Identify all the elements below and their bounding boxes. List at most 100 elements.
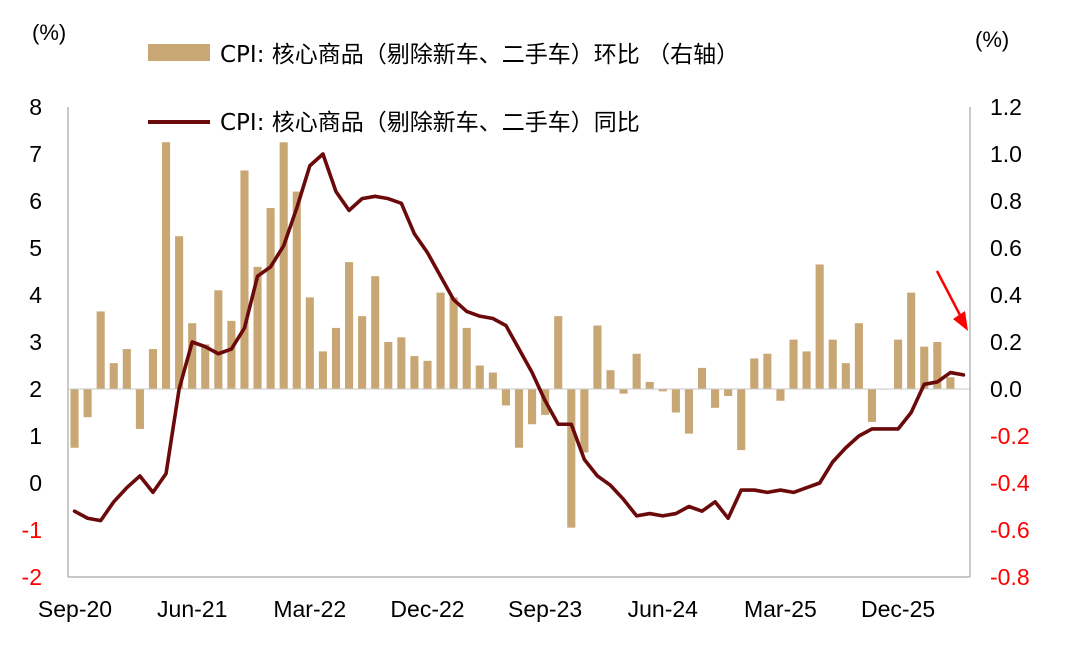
bar-35 — [528, 389, 537, 425]
bar-63 — [894, 339, 903, 389]
bar-5 — [135, 389, 144, 429]
bar-4 — [122, 349, 131, 389]
annotation-arrow-head — [953, 311, 968, 331]
x-tick-label: Jun-21 — [157, 596, 227, 622]
bar-65 — [920, 346, 929, 389]
annotation-arrow-shaft — [935, 270, 963, 318]
bar-27 — [423, 360, 432, 389]
bar-66 — [933, 342, 942, 389]
left-tick-label: 7 — [29, 141, 42, 167]
right-tick-label: -0.2 — [990, 423, 1030, 449]
left-tick-label: 4 — [29, 282, 42, 308]
bar-2 — [96, 311, 105, 389]
x-tick-label: Mar-22 — [273, 596, 346, 622]
x-tick-label: Sep-23 — [508, 596, 582, 622]
bar-45 — [658, 389, 667, 392]
bar-39 — [580, 389, 589, 453]
bar-20 — [331, 327, 341, 389]
bar-43 — [632, 353, 641, 389]
bar-38 — [567, 389, 576, 528]
bar-18 — [305, 297, 314, 389]
bar-28 — [436, 292, 445, 389]
right-tick-label: 0.6 — [990, 235, 1022, 261]
bar-46 — [671, 389, 680, 413]
bar-30 — [462, 327, 471, 389]
x-tick-label: Dec-22 — [390, 596, 464, 622]
left-tick-label: 2 — [29, 376, 42, 402]
bar-9 — [188, 323, 197, 389]
bar-58 — [828, 339, 837, 389]
bar-10 — [201, 344, 210, 389]
bar-29 — [449, 297, 458, 389]
x-tick-label: Mar-25 — [744, 596, 817, 622]
bar-33 — [501, 389, 510, 406]
bar-67 — [946, 377, 955, 389]
bar-53 — [763, 353, 772, 389]
bar-19 — [318, 351, 327, 389]
bar-40 — [593, 325, 602, 389]
bar-48 — [697, 367, 707, 389]
right-tick-label: 0.0 — [990, 376, 1022, 402]
bar-13 — [240, 170, 249, 389]
left-tick-label: 0 — [29, 470, 42, 496]
bar-37 — [554, 316, 563, 389]
left-tick-label: 8 — [29, 94, 42, 120]
bar-8 — [175, 236, 184, 389]
bar-17 — [292, 191, 301, 389]
x-tick-label: Sep-20 — [38, 596, 112, 622]
bar-12 — [227, 320, 236, 389]
bar-24 — [384, 342, 393, 389]
bar-52 — [750, 358, 759, 389]
bar-47 — [684, 389, 693, 434]
right-tick-label: 1.2 — [990, 94, 1022, 120]
bar-59 — [841, 363, 850, 389]
bar-44 — [645, 381, 654, 389]
bar-54 — [776, 389, 785, 401]
bar-11 — [214, 290, 223, 389]
bar-23 — [371, 276, 380, 389]
bar-7 — [161, 142, 171, 389]
right-tick-label: 0.4 — [990, 282, 1022, 308]
bar-57 — [815, 264, 824, 389]
x-tick-label: Jun-24 — [628, 596, 699, 622]
bar-60 — [854, 323, 863, 389]
right-tick-label: 0.2 — [990, 329, 1022, 355]
bar-0 — [70, 389, 79, 448]
bar-51 — [737, 389, 746, 451]
bar-16 — [279, 142, 288, 389]
right-tick-label: -0.4 — [990, 470, 1030, 496]
bar-series — [70, 142, 955, 528]
right-tick-label: 0.8 — [990, 188, 1022, 214]
right-tick-label: -0.6 — [990, 517, 1030, 543]
bar-34 — [514, 389, 524, 448]
left-tick-label: -2 — [22, 564, 42, 590]
bar-31 — [475, 365, 484, 389]
legend-bar-label: CPI: 核心商品（剔除新车、二手车）环比 （右轴） — [220, 42, 739, 68]
bar-21 — [345, 262, 354, 389]
left-tick-label: 5 — [29, 235, 42, 261]
bar-42 — [619, 389, 628, 394]
bar-50 — [724, 389, 733, 397]
legend-line-label: CPI: 核心商品（剔除新车、二手车）同比 — [220, 110, 640, 136]
bar-64 — [907, 292, 916, 389]
bar-6 — [148, 349, 158, 389]
line-series — [72, 152, 966, 523]
right-tick-label: 1.0 — [990, 141, 1022, 167]
left-axis-unit: (%) — [32, 20, 66, 45]
bar-56 — [802, 351, 811, 389]
bar-32 — [488, 372, 497, 389]
bar-22 — [358, 316, 367, 389]
bar-15 — [266, 208, 275, 389]
bar-61 — [867, 389, 876, 422]
left-tick-label: 3 — [29, 329, 42, 355]
bar-3 — [109, 363, 118, 389]
right-tick-label: -0.8 — [990, 564, 1030, 590]
left-tick-label: 6 — [29, 188, 42, 214]
bar-26 — [410, 356, 419, 389]
yoy-line — [72, 152, 966, 523]
bar-55 — [789, 339, 798, 389]
right-axis-unit: (%) — [975, 27, 1009, 52]
left-tick-label: 1 — [29, 423, 42, 449]
left-tick-label: -1 — [22, 517, 42, 543]
